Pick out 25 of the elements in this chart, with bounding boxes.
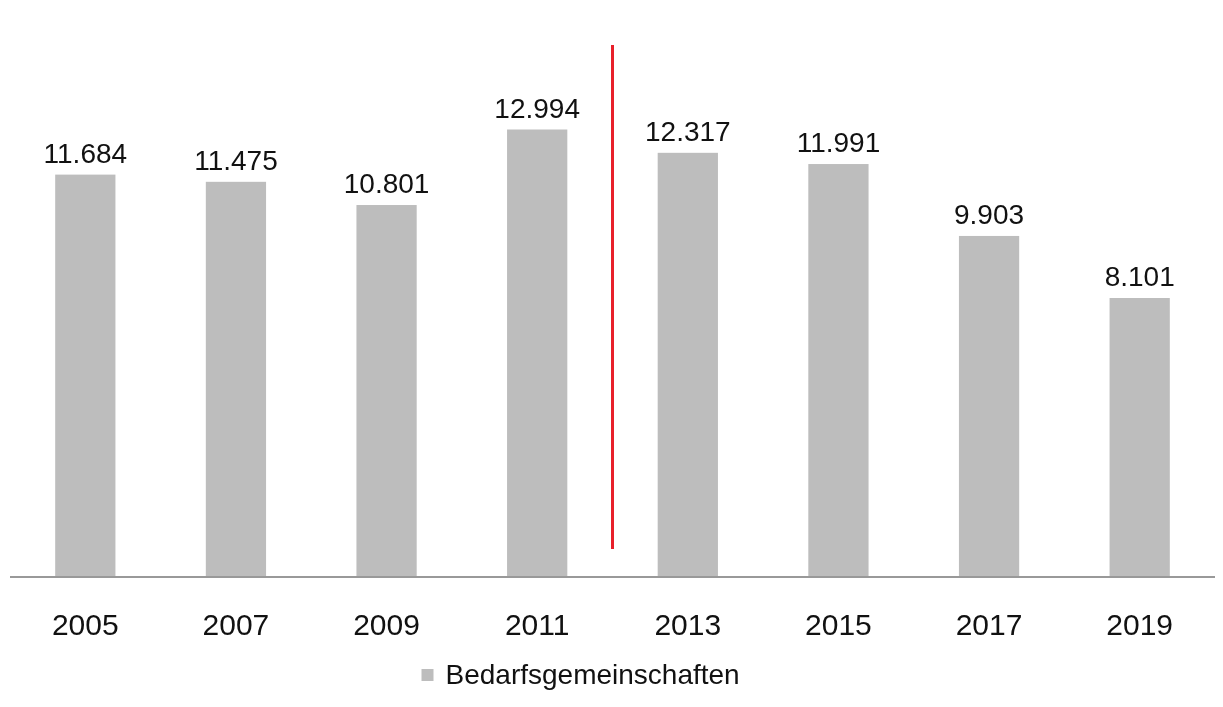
bar	[356, 205, 417, 577]
bar	[55, 174, 116, 577]
bar	[808, 164, 869, 577]
bar	[1109, 298, 1170, 577]
data-label: 12.994	[494, 92, 581, 124]
bar	[205, 181, 267, 577]
legend-label: Bedarfsgemeinschaften	[445, 659, 740, 690]
x-tick-label: 2009	[353, 608, 420, 641]
bar	[958, 235, 1020, 577]
x-tick-label: 2005	[51, 608, 119, 641]
data-label: 8.101	[1104, 261, 1175, 293]
x-tick-label: 2011	[504, 608, 570, 641]
data-label: 12.317	[644, 115, 731, 147]
data-label: 11.475	[194, 144, 278, 176]
x-tick-label: 2007	[202, 608, 270, 641]
data-label: 11.684	[43, 137, 128, 169]
bar	[507, 129, 568, 577]
data-label: 10.801	[343, 168, 430, 200]
x-tick-label: 2019	[1106, 608, 1174, 641]
x-tick-label: 2017	[955, 608, 1023, 641]
x-tick-label: 2013	[654, 608, 722, 641]
data-label: 11.991	[796, 127, 881, 159]
bar	[657, 152, 718, 577]
data-label: 9.903	[954, 198, 1025, 230]
x-tick-label: 2015	[805, 608, 872, 641]
